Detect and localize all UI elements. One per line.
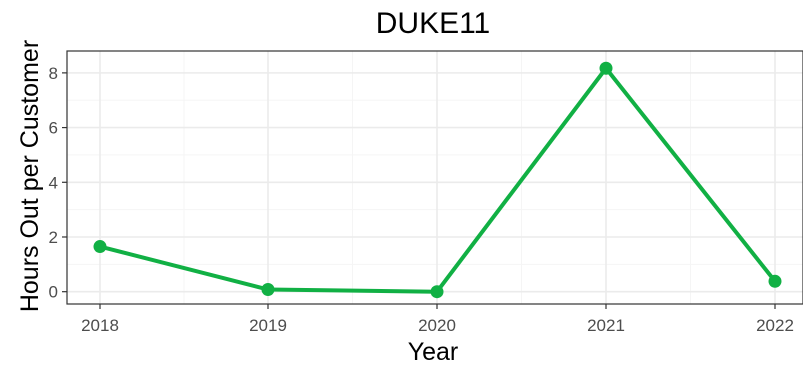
y-tick-label: 6 bbox=[49, 119, 58, 138]
data-point bbox=[768, 274, 782, 288]
data-point bbox=[93, 240, 107, 254]
x-tick-label: 2019 bbox=[249, 316, 287, 335]
data-point bbox=[261, 283, 275, 297]
series-layer bbox=[93, 61, 782, 299]
x-axis-title: Year bbox=[407, 338, 459, 366]
y-tick-label: 2 bbox=[49, 228, 58, 247]
x-tick-label: 2021 bbox=[587, 316, 625, 335]
x-tick-label: 2020 bbox=[418, 316, 456, 335]
y-axis-ticks: 0 2 4 6 8 bbox=[49, 64, 67, 302]
data-point bbox=[430, 285, 444, 299]
chart-title: DUKE11 bbox=[375, 7, 491, 40]
y-tick-label: 0 bbox=[49, 283, 58, 302]
panel-border bbox=[66, 50, 803, 305]
x-axis-ticks: 2018 2019 2020 2021 2022 bbox=[81, 304, 794, 335]
x-tick-label: 2022 bbox=[756, 316, 794, 335]
y-tick-label: 4 bbox=[49, 173, 58, 192]
major-gridlines bbox=[67, 51, 803, 304]
x-tick-label: 2018 bbox=[81, 316, 119, 335]
data-point bbox=[599, 61, 613, 75]
y-tick-label: 8 bbox=[49, 64, 58, 83]
